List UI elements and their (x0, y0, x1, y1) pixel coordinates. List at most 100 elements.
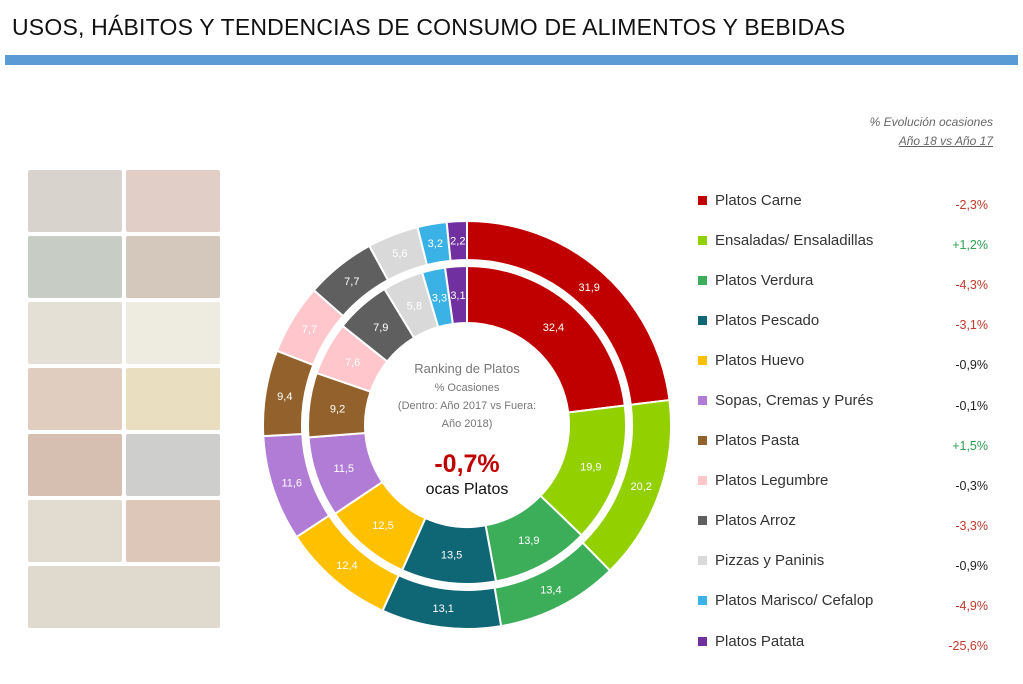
inner-slice-label-10: 3,3 (432, 292, 447, 304)
outer-slice-label-8: 7,7 (344, 276, 359, 288)
legend-item: Platos Pasta +1,5% (698, 421, 988, 461)
outer-slice-label-4: 12,4 (336, 560, 357, 572)
legend-item: Platos Huevo -0,9% (698, 340, 988, 380)
legend-evolution-value: -3,3% (955, 518, 988, 533)
legend-item: Platos Arroz -3,3% (698, 501, 988, 541)
legend-swatch (698, 596, 707, 606)
legend-item: Platos Carne -2,3% (698, 180, 988, 220)
legend-swatch (698, 556, 707, 566)
legend-evolution-value: -3,1% (955, 318, 988, 333)
outer-slice-label-7: 7,7 (302, 324, 317, 336)
legend-evolution-value: -0,3% (955, 478, 988, 493)
center-subtitle: % Ocasiones (435, 382, 500, 394)
food-photo (28, 566, 220, 628)
legend-evolution-value: -25,6% (948, 639, 988, 654)
title-underline-bar (5, 55, 1018, 65)
food-photo (28, 236, 122, 298)
food-photo (28, 368, 122, 430)
evolution-header-subtitle: Año 18 vs Año 17 (898, 134, 993, 148)
legend-evolution-value: -4,9% (955, 598, 988, 613)
legend-label: Ensaladas/ Ensaladillas (715, 231, 874, 249)
outer-slice-label-2: 13,4 (540, 584, 561, 596)
legend-label: Platos Patata (715, 632, 805, 650)
legend-item: Platos Marisco/ Cefalop -4,9% (698, 581, 988, 621)
legend-swatch (698, 636, 707, 646)
outer-slice-label-3: 13,1 (432, 603, 453, 615)
outer-slice-label-10: 3,2 (428, 238, 443, 250)
outer-ring-2018 (262, 219, 672, 630)
legend: Platos Carne -2,3% Ensaladas/ Ensaladillas… (698, 180, 988, 661)
inner-slice-label-2: 13,9 (518, 535, 539, 547)
legend-swatch (698, 476, 707, 486)
legend-item: Sopas, Cremas y Purés -0,1% (698, 380, 988, 420)
outer-slice-11 (445, 219, 468, 262)
food-photo (126, 236, 220, 298)
legend-evolution-value: -0,1% (955, 398, 988, 413)
legend-label: Platos Pescado (715, 311, 820, 329)
legend-label: Pizzas y Paninis (715, 552, 825, 570)
legend-label: Platos Marisco/ Cefalop (715, 592, 874, 610)
food-photo (126, 368, 220, 430)
legend-swatch (698, 275, 707, 285)
legend-swatch (698, 396, 707, 406)
legend-swatch (698, 436, 707, 446)
food-photo (126, 500, 220, 562)
legend-item: Platos Pescado -3,1% (698, 300, 988, 340)
evolution-header-title: % Evolución ocasiones (869, 115, 993, 129)
legend-swatch (698, 235, 707, 245)
food-photo (28, 500, 122, 562)
legend-evolution-value: -0,9% (955, 358, 988, 373)
donut-center: Ranking de Platos % Ocasiones (Dentro: A… (398, 361, 536, 498)
legend-swatch (698, 355, 707, 365)
food-photo (126, 170, 220, 232)
slice-labels: 31,9 20,2 13,4 13,1 12,4 11,6 9,4 7,7 7,7 5,6 3,2 2… (277, 236, 652, 615)
ranking-donut-chart: 31,9 20,2 13,4 13,1 12,4 11,6 9,4 7,7 7,7 5,6 3,2 2… (262, 219, 672, 630)
food-photo (28, 170, 122, 232)
outer-slice-label-5: 11,6 (281, 478, 302, 490)
inner-slice-label-4: 12,5 (372, 520, 393, 532)
legend-evolution-value: -0,9% (955, 558, 988, 573)
inner-slice-label-6: 9,2 (330, 403, 345, 415)
outer-slice-label-6: 9,4 (277, 391, 292, 403)
center-note-line2: Año 2018) (442, 418, 493, 430)
outer-slice-label-1: 20,2 (630, 481, 651, 493)
inner-slice-label-11: 3,1 (450, 290, 465, 302)
food-photo (126, 302, 220, 364)
legend-evolution-value: +1,5% (952, 438, 988, 453)
legend-label: Platos Legumbre (715, 472, 829, 490)
food-photo (28, 434, 122, 496)
legend-evolution-value: -2,3% (955, 198, 988, 213)
page-title: USOS, HÁBITOS Y TENDENCIAS DE CONSUMO DE… (12, 14, 846, 40)
center-title: Ranking de Platos (414, 361, 520, 376)
legend-item: Platos Legumbre -0,3% (698, 461, 988, 501)
center-big-value: -0,7% (434, 450, 499, 478)
evolution-header: % Evolución ocasiones Año 18 vs Año 17 (870, 113, 993, 151)
inner-ring-2017 (307, 264, 627, 585)
legend-label: Platos Verdura (715, 271, 814, 289)
food-photo (126, 434, 220, 496)
legend-label: Platos Arroz (715, 512, 796, 530)
legend-label: Platos Carne (715, 191, 802, 209)
inner-slice-label-8: 7,9 (373, 322, 388, 334)
legend-evolution-value: +1,2% (952, 238, 988, 253)
inner-slice-11 (443, 264, 468, 326)
legend-label: Sopas, Cremas y Purés (715, 392, 874, 410)
center-note-line1: (Dentro: Año 2017 vs Fuera: (398, 400, 536, 412)
outer-slice-label-11: 2,2 (450, 236, 465, 248)
legend-evolution-value: -4,3% (955, 278, 988, 293)
legend-item: Platos Verdura -4,3% (698, 260, 988, 300)
inner-slice-label-3: 13,5 (441, 550, 462, 562)
legend-item: Pizzas y Paninis -0,9% (698, 541, 988, 581)
food-photo-collage (28, 170, 220, 628)
inner-slice-label-0: 32,4 (543, 322, 564, 334)
legend-label: Platos Pasta (715, 432, 800, 450)
outer-slice-label-9: 5,6 (392, 248, 407, 260)
legend-label: Platos Huevo (715, 351, 805, 369)
food-photo (28, 302, 122, 364)
legend-item: Ensaladas/ Ensaladillas +1,2% (698, 220, 988, 260)
legend-swatch (698, 315, 707, 325)
outer-slice-label-0: 31,9 (579, 282, 600, 294)
inner-slice-label-9: 5,8 (407, 301, 422, 313)
legend-swatch (698, 516, 707, 526)
center-big-label: ocas Platos (426, 481, 509, 498)
